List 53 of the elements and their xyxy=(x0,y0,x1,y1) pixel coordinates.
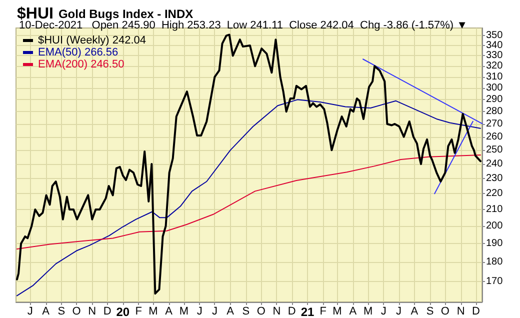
y-tick-label: 310 xyxy=(486,71,504,82)
y-tick-label: 250 xyxy=(486,144,504,156)
x-tick-label: A xyxy=(165,306,174,318)
chart-subtitle: 10-Dec-2021 Open 245.90 High 253.23 Low 241.11 Close 242.04 Chg -3.86 (-1.57%) ▼ xyxy=(19,20,468,32)
y-tick-label: 220 xyxy=(486,188,504,200)
x-tick-label: N xyxy=(456,306,465,318)
y-tick-label: 290 xyxy=(486,94,504,106)
x-tick-label: S xyxy=(58,306,66,318)
y-tick-label: 210 xyxy=(486,204,504,215)
x-tick-label: S xyxy=(242,306,250,318)
x-tick-label: J xyxy=(196,306,202,318)
x-tick-label: D xyxy=(288,306,296,318)
y-tick-label: 280 xyxy=(486,106,504,118)
x-tick-label: A xyxy=(410,306,419,318)
x-tick-label: M xyxy=(179,306,189,318)
y-tick-label: 170 xyxy=(486,276,504,287)
x-tick-label: 20 xyxy=(116,305,130,318)
x-tick-label: J xyxy=(396,306,402,318)
y-tick-label: 350 xyxy=(486,30,504,42)
legend-label: EMA(50) 266.56 xyxy=(38,46,118,58)
x-tick-label: S xyxy=(426,306,434,318)
legend-label: EMA(200) 246.50 xyxy=(38,58,124,70)
x-tick-label: A xyxy=(226,306,235,318)
y-tick-label: 190 xyxy=(486,238,504,250)
y-tick-label: 340 xyxy=(486,40,504,52)
y-tick-label: 330 xyxy=(486,50,504,62)
x-tick-label: M xyxy=(332,306,342,318)
y-tick-label: 270 xyxy=(486,118,504,130)
x-tick-label: F xyxy=(135,306,142,318)
y-tick-label: 200 xyxy=(486,220,504,232)
x-tick-label: M xyxy=(148,306,158,318)
y-tick-label: 180 xyxy=(486,256,504,268)
x-tick-label: A xyxy=(349,306,358,318)
legend-label: $HUI (Weekly) 242.04 xyxy=(38,34,146,46)
x-tick-label: O xyxy=(72,306,82,318)
x-tick-label: O xyxy=(440,306,450,318)
y-tick-label: 300 xyxy=(486,82,504,94)
x-tick-label: N xyxy=(272,306,281,318)
x-tick-label: A xyxy=(42,306,50,318)
y-tick-label: 320 xyxy=(486,60,504,72)
x-tick-label: D xyxy=(472,306,480,318)
x-tick-label: D xyxy=(103,306,112,318)
x-tick-label: O xyxy=(256,306,266,318)
x-tick-label: M xyxy=(363,306,373,318)
x-tick-label: J xyxy=(27,306,33,318)
x-tick-label: 21 xyxy=(300,305,314,318)
x-tick-label: J xyxy=(212,306,218,318)
y-tick-label: 230 xyxy=(486,173,504,184)
x-tick-label: J xyxy=(380,306,386,318)
y-tick-label: 240 xyxy=(486,158,504,170)
y-tick-label: 260 xyxy=(486,131,504,142)
x-tick-label: N xyxy=(88,306,96,318)
x-tick-label: F xyxy=(320,306,327,318)
